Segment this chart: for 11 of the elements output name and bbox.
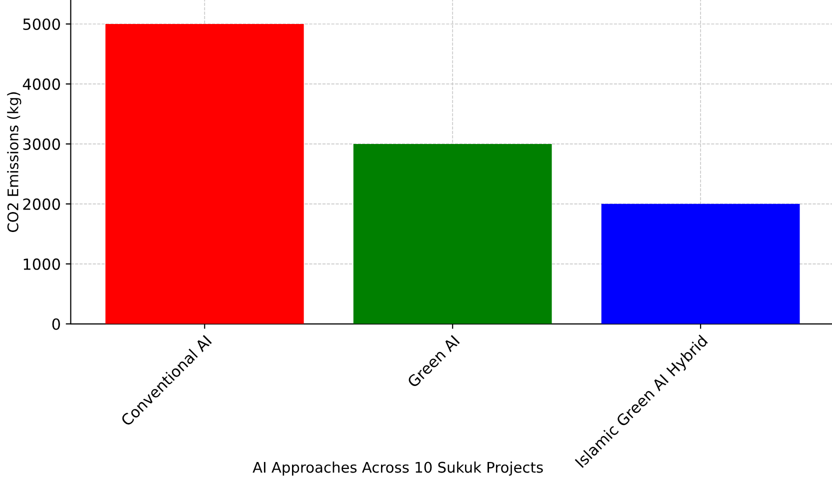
y-axis-title: CO2 Emissions (kg)	[7, 92, 22, 232]
y-tick-label: 5000	[23, 18, 60, 30]
bar	[353, 144, 552, 324]
bar	[105, 24, 304, 324]
y-tick-label: 2000	[23, 198, 60, 210]
y-tick-label: 0	[52, 318, 60, 330]
x-axis-title: AI Approaches Across 10 Sukuk Projects	[252, 462, 543, 476]
y-tick-label: 3000	[23, 138, 60, 150]
bar	[601, 204, 800, 324]
y-tick-label: 1000	[24, 258, 60, 270]
y-tick-label: 4000	[22, 78, 60, 90]
